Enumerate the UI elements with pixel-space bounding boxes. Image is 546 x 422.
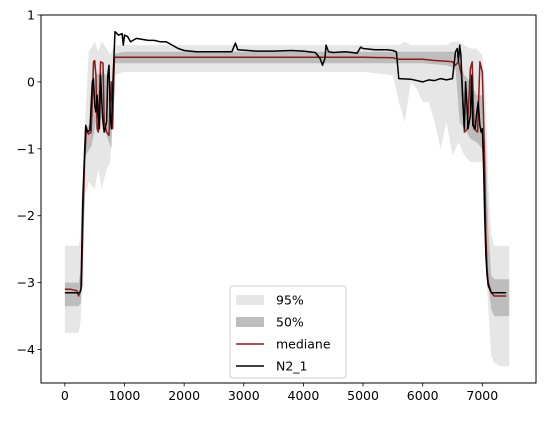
axes-frame — [40, 14, 537, 384]
x-tick-label: 0 — [61, 388, 69, 403]
x-axis: 0 1000 2000 3000 4000 5000 6000 7000 — [61, 383, 498, 403]
legend-label: mediane — [276, 337, 331, 352]
series-band-50 — [64, 51, 510, 317]
legend-swatch-50 — [236, 317, 264, 327]
legend: 95% 50% mediane N2_1 — [229, 285, 347, 379]
x-tick-label: 3000 — [228, 388, 260, 403]
y-tick-label: 1 — [27, 8, 35, 23]
y-axis: 1 0 −1 −2 −3 −4 — [17, 8, 41, 357]
plot-area — [40, 14, 537, 384]
x-tick-label: 6000 — [407, 388, 439, 403]
x-tick-label: 7000 — [466, 388, 498, 403]
series-line-mediane — [64, 56, 507, 297]
x-tick-label: 4000 — [288, 388, 320, 403]
legend-swatch-95 — [236, 295, 264, 305]
line-layer — [64, 30, 507, 297]
x-tick-label: 1000 — [109, 388, 141, 403]
x-tick-label: 5000 — [347, 388, 379, 403]
legend-label: 95% — [276, 293, 304, 308]
y-tick-label: 0 — [27, 74, 35, 89]
series-line-n2-1 — [64, 30, 507, 294]
y-tick-label: −1 — [17, 141, 35, 156]
y-tick-label: −3 — [17, 275, 35, 290]
legend-label: N2_1 — [276, 359, 308, 374]
legend-box — [229, 285, 347, 379]
y-tick-label: −2 — [17, 208, 35, 223]
legend-label: 50% — [276, 315, 304, 330]
y-tick-label: −4 — [17, 342, 35, 357]
x-tick-label: 2000 — [168, 388, 200, 403]
